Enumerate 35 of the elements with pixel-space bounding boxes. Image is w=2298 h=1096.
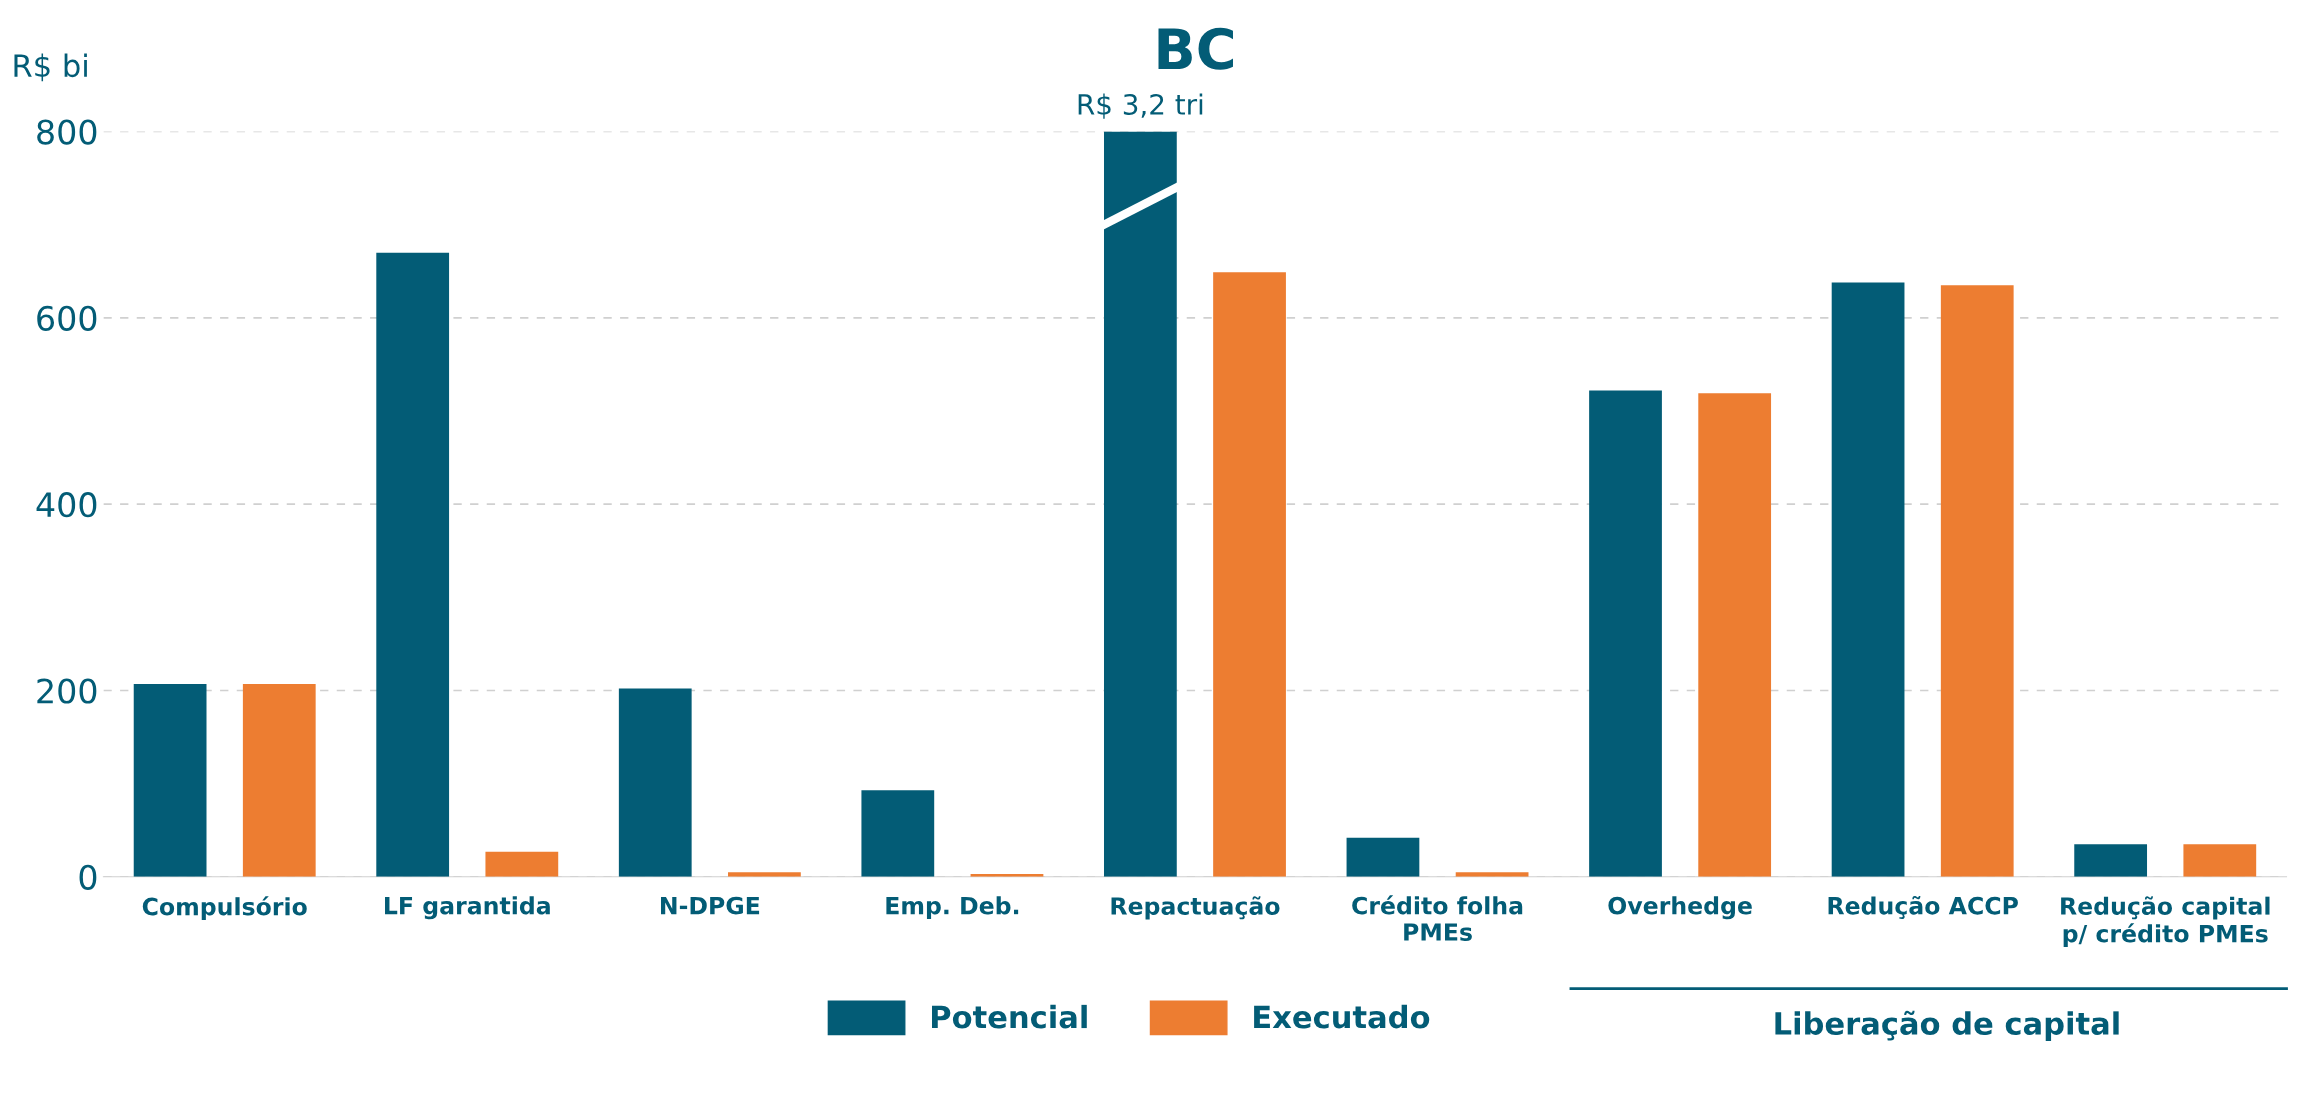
x-tick-label: N-DPGE (661, 896, 760, 915)
text: R$ 3,2 tri (1078, 93, 1203, 119)
bar (1213, 272, 1286, 877)
x-tick-label: Crédito folha PMEs (1352, 895, 1523, 941)
bar (1831, 282, 1905, 877)
bar (1698, 393, 1772, 877)
bar (1589, 390, 1662, 877)
y-tick-label: 200 (37, 678, 97, 704)
y-tick-label: 400 (36, 492, 97, 518)
y-tick-label: 800 (37, 119, 97, 145)
y-axis-title: R$ bi (14, 53, 87, 82)
x-tick-label: Redução ACCP (1828, 895, 2018, 919)
text: Liberação de capital (1775, 1010, 2119, 1041)
x-tick-label: Redução capital p/ crédito PMEs (2061, 896, 2270, 948)
bar (1346, 837, 1420, 877)
x-tick-label: LF garantida (385, 896, 550, 920)
x-tick-label: Emp. Deb. (886, 896, 1019, 920)
bar (376, 252, 450, 877)
bar (2074, 844, 2148, 877)
x-tick-label: Compulsório (142, 896, 307, 921)
chart-title: BC (1158, 27, 1233, 70)
bar (242, 683, 316, 877)
bar (2183, 844, 2257, 877)
bar (485, 851, 559, 877)
bar (861, 790, 935, 877)
legend-label: Executado (1254, 1004, 1430, 1029)
x-tick-label: Repactuação (1111, 896, 1280, 920)
x-tick-label: Overhedge (1608, 896, 1752, 920)
bar (1940, 285, 2014, 877)
bar (618, 688, 692, 877)
y-tick-label: 600 (37, 305, 97, 331)
bar (133, 683, 207, 877)
legend-label: Potencial (932, 1004, 1087, 1029)
y-tick-label: 0 (79, 864, 97, 890)
bar (1104, 131, 1177, 877)
